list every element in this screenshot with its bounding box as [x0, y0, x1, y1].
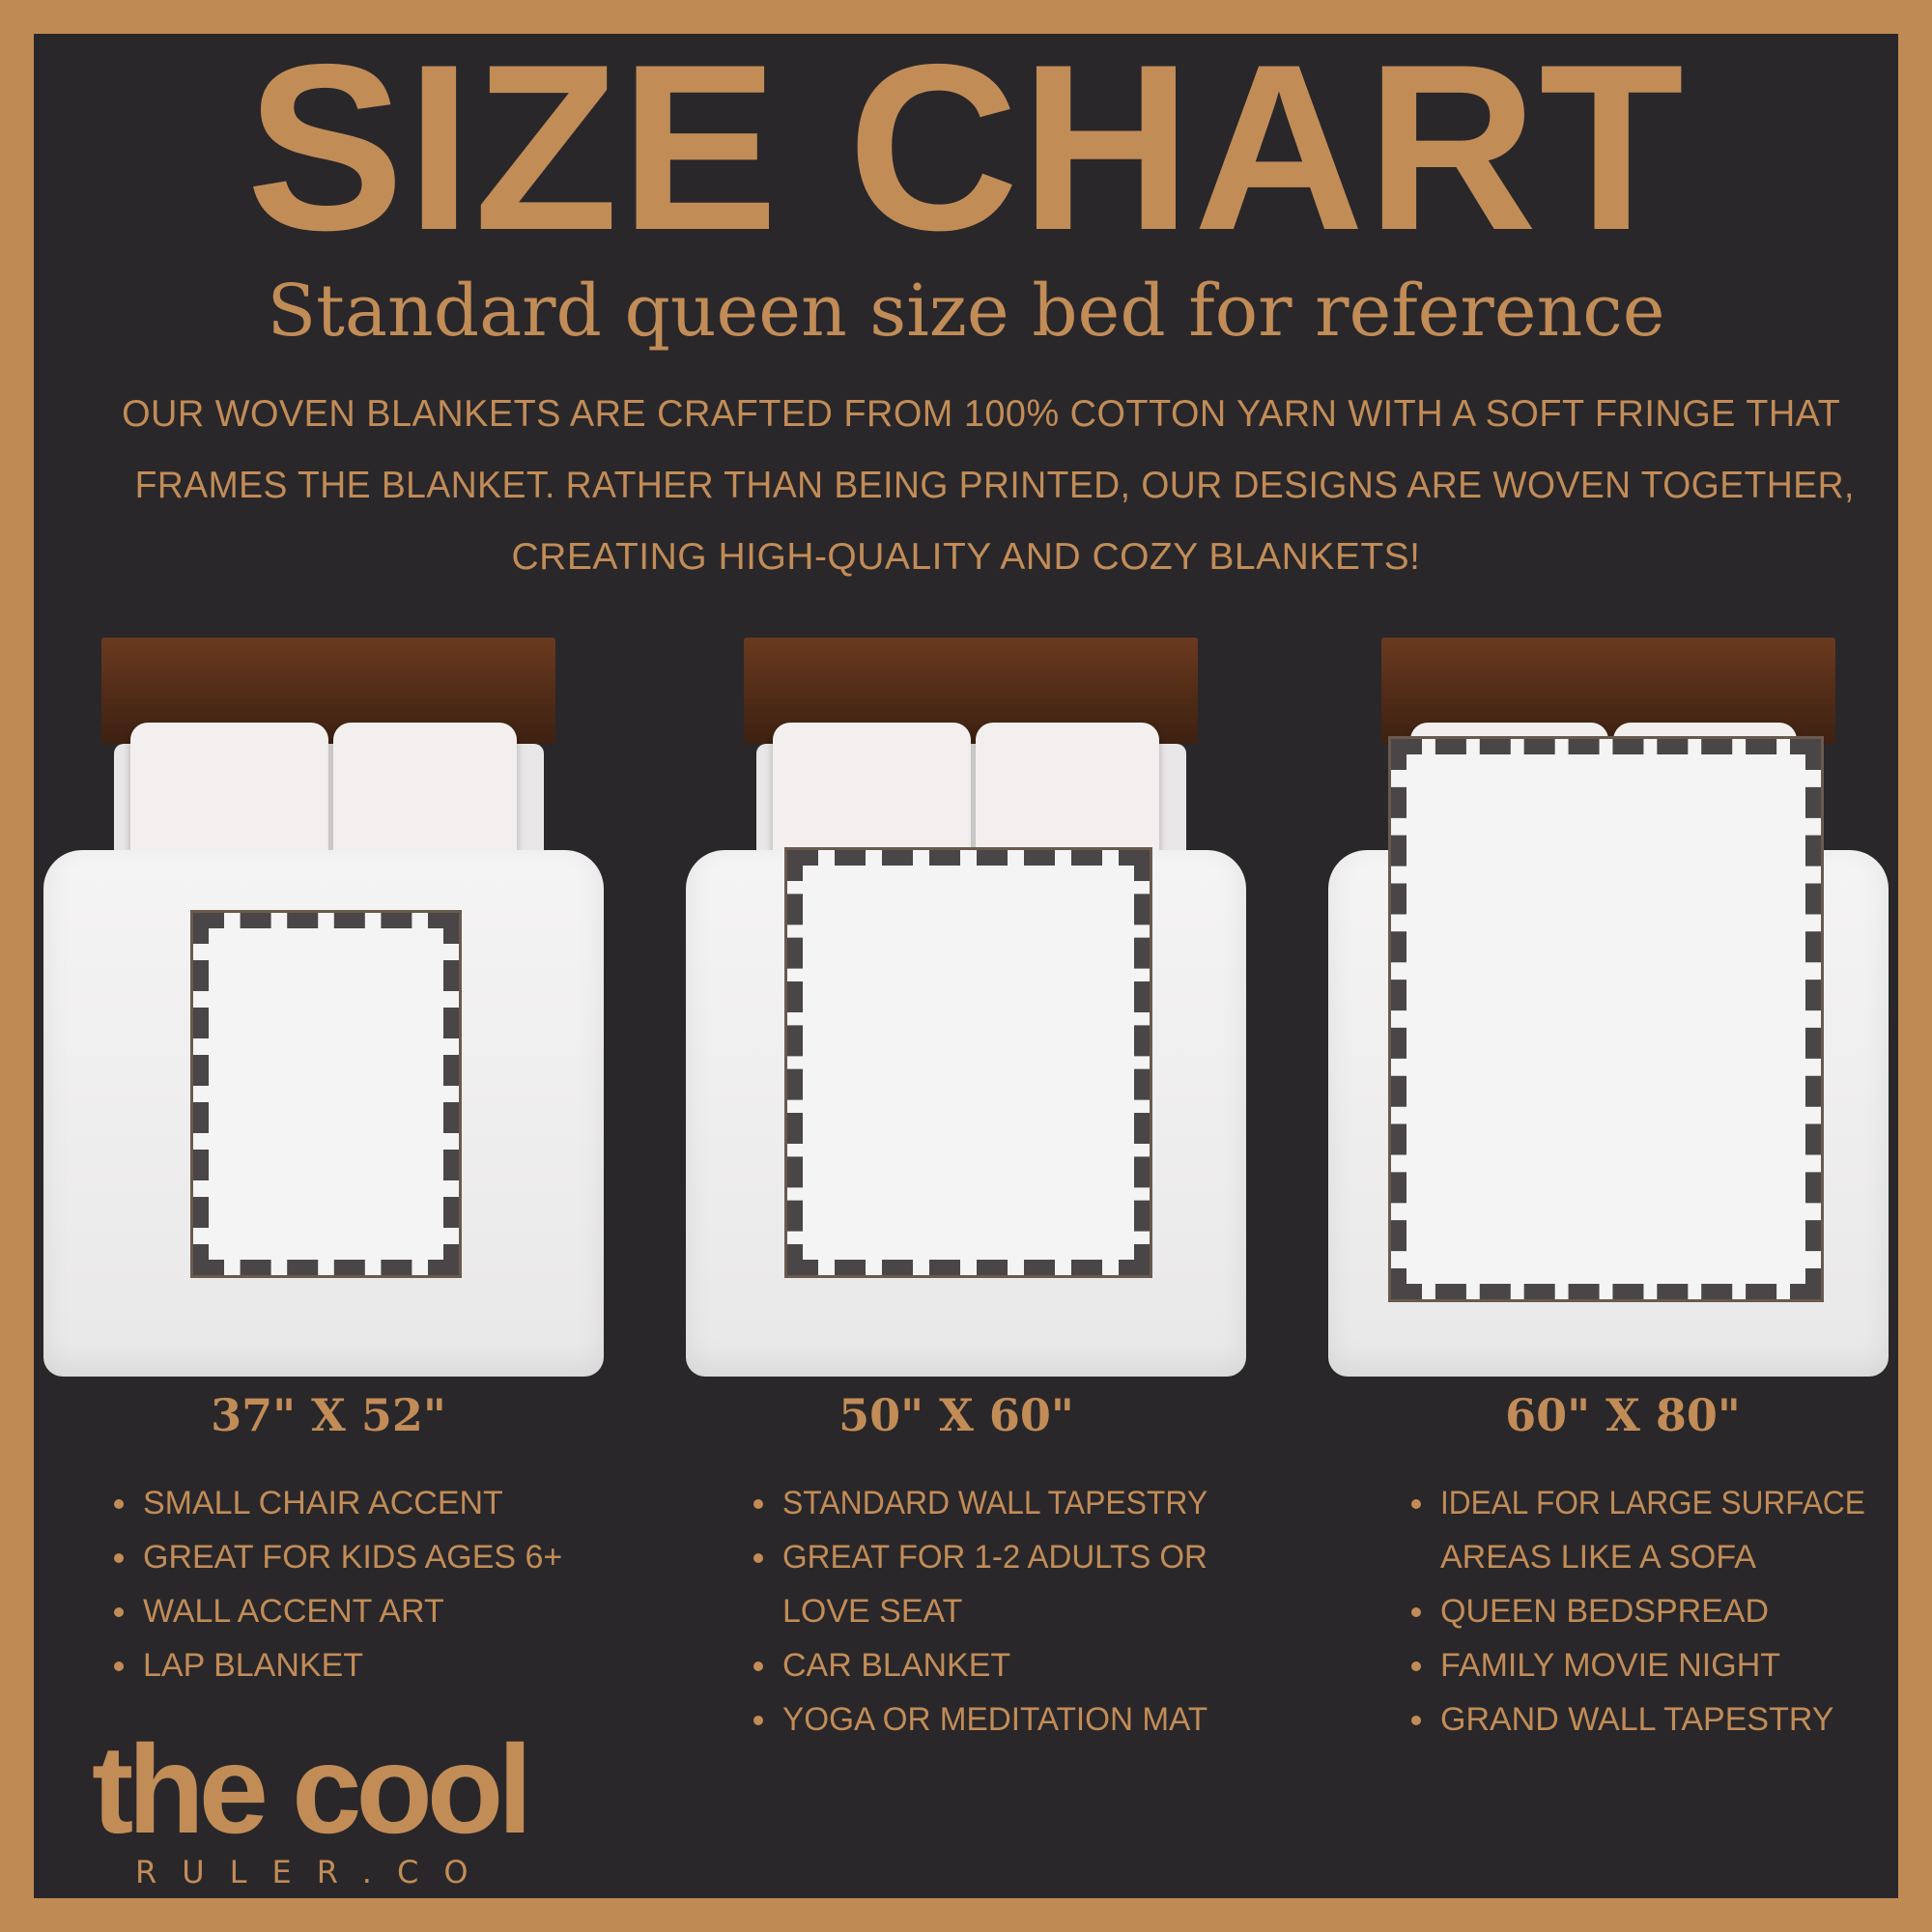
feature-list: STANDARD WALL TAPESTRY GREAT FOR 1-2 ADU… — [726, 1476, 1238, 1747]
list-item-text: IDEAL FOR LARGE SURFACE — [1440, 1485, 1865, 1521]
list-item: QUEEN BEDSPREAD — [1411, 1584, 1896, 1638]
feature-list: SMALL CHAIR ACCENT GREAT FOR KIDS AGES 6… — [87, 1476, 599, 1692]
list-item-text: STANDARD WALL TAPESTRY — [782, 1485, 1208, 1521]
list-item: FAMILY MOVIE NIGHT — [1411, 1638, 1896, 1692]
size-label: 37" X 52" — [211, 1389, 446, 1441]
list-item: STANDARD WALL TAPESTRY — [753, 1476, 1238, 1530]
list-item: LOVE SEAT — [755, 1584, 1238, 1638]
list-item: LAP BLANKET — [114, 1638, 599, 1692]
list-item: GREAT FOR KIDS AGES 6+ — [114, 1530, 599, 1584]
brand-logo: the cool — [92, 1719, 532, 1860]
pillow — [130, 723, 328, 867]
list-item: GREAT FOR 1-2 ADULTS OR — [753, 1530, 1238, 1584]
list-item: YOGA OR MEDITATION MAT — [753, 1692, 1238, 1747]
pillow — [976, 723, 1159, 867]
list-item-text: QUEEN BEDSPREAD — [1440, 1593, 1770, 1630]
list-item-text: GREAT FOR KIDS AGES 6+ — [143, 1539, 563, 1576]
list-item-text: GREAT FOR 1-2 ADULTS OR — [782, 1539, 1208, 1576]
list-item: GRAND WALL TAPESTRY — [1411, 1692, 1896, 1747]
list-item-text: AREAS LIKE A SOFA — [1440, 1539, 1756, 1576]
blanket-60x80 — [1388, 736, 1824, 1302]
size-label: 60" X 80" — [1505, 1389, 1741, 1441]
feature-list: IDEAL FOR LARGE SURFACE AREAS LIKE A SOF… — [1384, 1476, 1896, 1747]
list-item: CAR BLANKET — [753, 1638, 1238, 1692]
list-item: IDEAL FOR LARGE SURFACE — [1411, 1476, 1896, 1530]
list-item-text: LOVE SEAT — [782, 1593, 963, 1630]
pillow — [773, 723, 971, 867]
list-item-text: YOGA OR MEDITATION MAT — [782, 1701, 1208, 1738]
pillow — [333, 723, 517, 867]
blanket-37x52 — [190, 910, 462, 1278]
list-item-text: FAMILY MOVIE NIGHT — [1440, 1647, 1781, 1684]
list-item: AREAS LIKE A SOFA — [1413, 1530, 1896, 1584]
brand-logo-subtext: RULER.CO — [135, 1854, 494, 1890]
size-label: 50" X 60" — [838, 1389, 1074, 1441]
list-item-text: WALL ACCENT ART — [143, 1593, 444, 1630]
blanket-50x60 — [784, 847, 1152, 1278]
list-item-text: LAP BLANKET — [143, 1647, 364, 1684]
list-item-text: GRAND WALL TAPESTRY — [1440, 1701, 1834, 1738]
description-line: Our woven blankets are crafted from 100%… — [122, 393, 1841, 435]
list-item-text: SMALL CHAIR ACCENT — [143, 1485, 503, 1521]
description-line: frames the blanket. Rather than being pr… — [134, 465, 1855, 506]
description-line: creating high-quality and cozy blankets! — [511, 536, 1421, 578]
list-item-text: CAR BLANKET — [782, 1647, 1011, 1684]
list-item: WALL ACCENT ART — [114, 1584, 599, 1638]
page-title: SIZE CHART — [246, 14, 1686, 279]
description: Our woven blankets are crafted from 100%… — [97, 379, 1855, 593]
subtitle: Standard queen size bed for reference — [267, 270, 1665, 353]
list-item: SMALL CHAIR ACCENT — [114, 1476, 599, 1530]
